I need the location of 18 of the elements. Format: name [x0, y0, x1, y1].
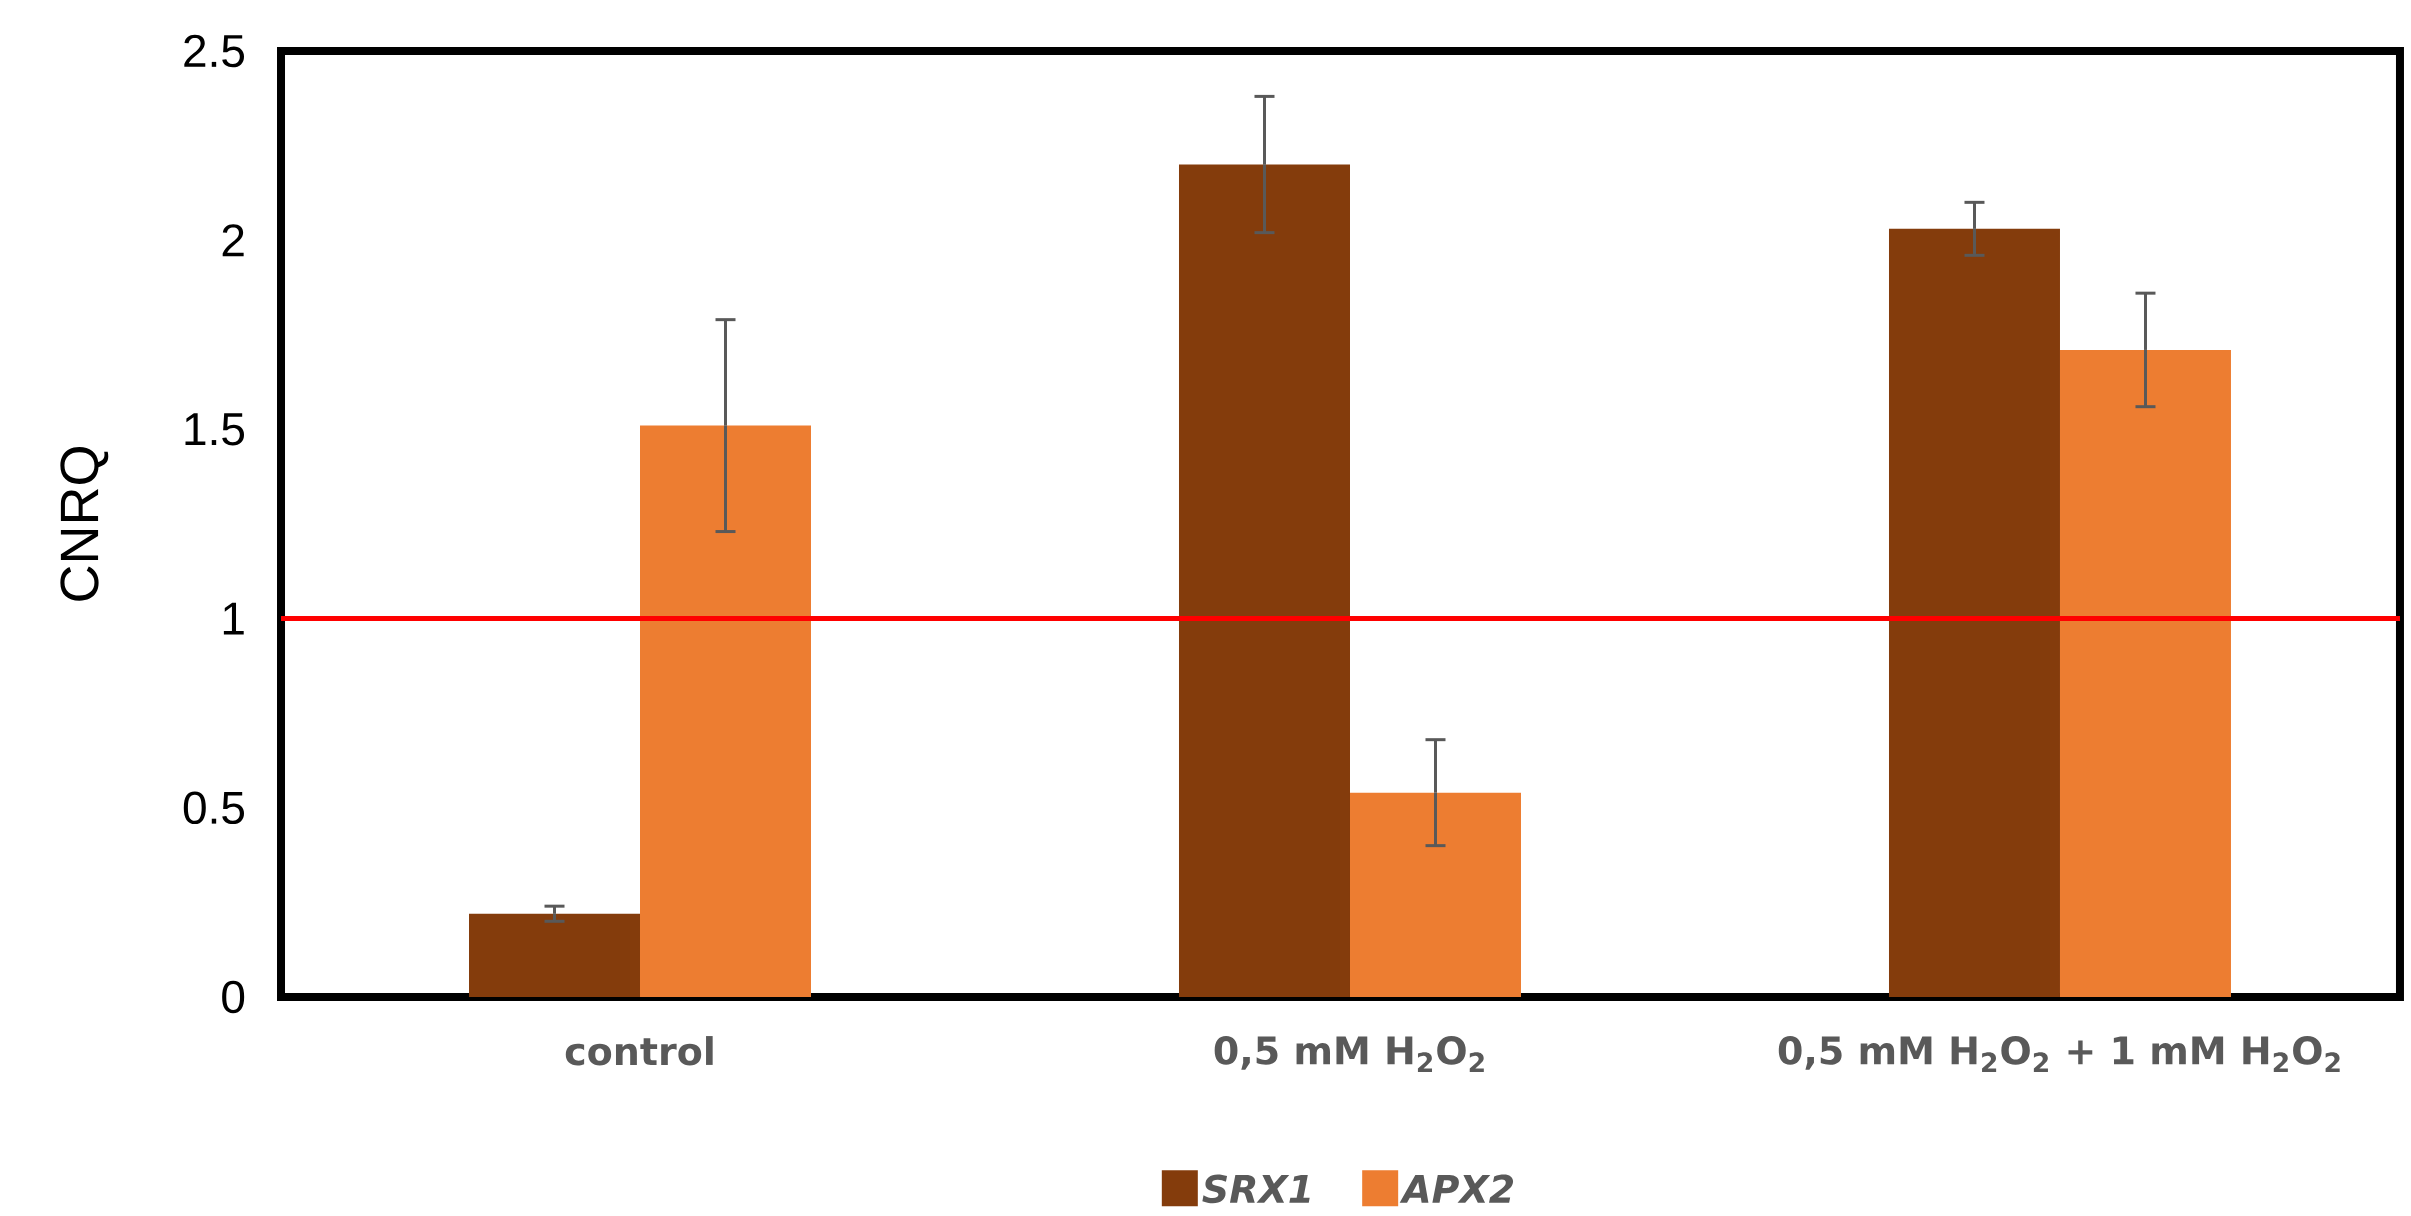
- y-tick-label: 1.5: [185, 413, 245, 446]
- bar: [2059, 349, 2231, 997]
- bar: [1179, 164, 1350, 997]
- y-axis-title: CNRQ: [60, 447, 109, 601]
- y-tick-label: 2.5: [184, 34, 245, 68]
- legend-label: SRX1: [1202, 1174, 1310, 1204]
- x-tick-label: 0,5 mM H$_{2}$O$_{2}$: [1214, 1036, 1484, 1073]
- y-tick-label: 2: [222, 224, 244, 257]
- bar: [1888, 228, 2060, 997]
- bar: [1350, 792, 1521, 997]
- y-tick-label: 0: [222, 980, 245, 1014]
- y-tick-label: 0.5: [183, 791, 245, 825]
- y-tick-label: 1: [223, 602, 244, 635]
- bar: [640, 425, 811, 997]
- legend-label: APX2: [1399, 1174, 1514, 1203]
- x-tick-label: 0,5 mM H$_{2}$O$_{2}$ + 1 mM H$_{2}$O$_{2}$: [1778, 1036, 2340, 1073]
- bar: [469, 913, 641, 997]
- x-tick-label: control: [565, 1036, 713, 1066]
